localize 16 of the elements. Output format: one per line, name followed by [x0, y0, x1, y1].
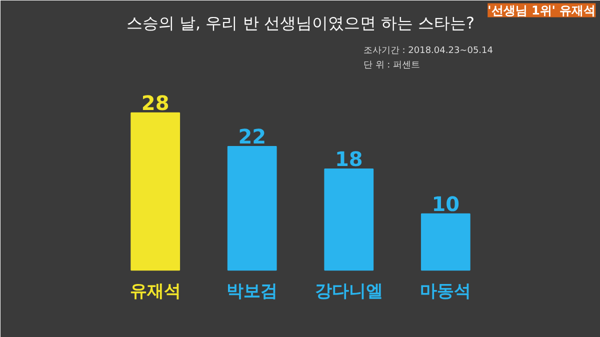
text: 조사기간 : 2018.04.23~05.14 [363, 46, 494, 56]
data-label: 22 [238, 124, 266, 149]
data-label: 10 [432, 192, 460, 216]
bar [227, 146, 277, 271]
text: '선생님 1위' 유재석 [488, 3, 596, 18]
x-tick-label: 유재석 [130, 281, 181, 302]
x-tick-label: 강다니엘 [314, 281, 383, 302]
data-label: 18 [334, 147, 363, 171]
data-label: 28 [141, 90, 170, 115]
text: 단 위 : 퍼센트 [363, 60, 420, 71]
x-tick-label: 박보검 [226, 281, 278, 302]
bar [324, 168, 374, 271]
chart-title: 스승의 날, 우리 반 선생님이였으면 하는 스타는? [126, 13, 475, 32]
bar [420, 213, 470, 271]
x-tick-label: 마동석 [420, 281, 472, 302]
bar [130, 112, 180, 271]
